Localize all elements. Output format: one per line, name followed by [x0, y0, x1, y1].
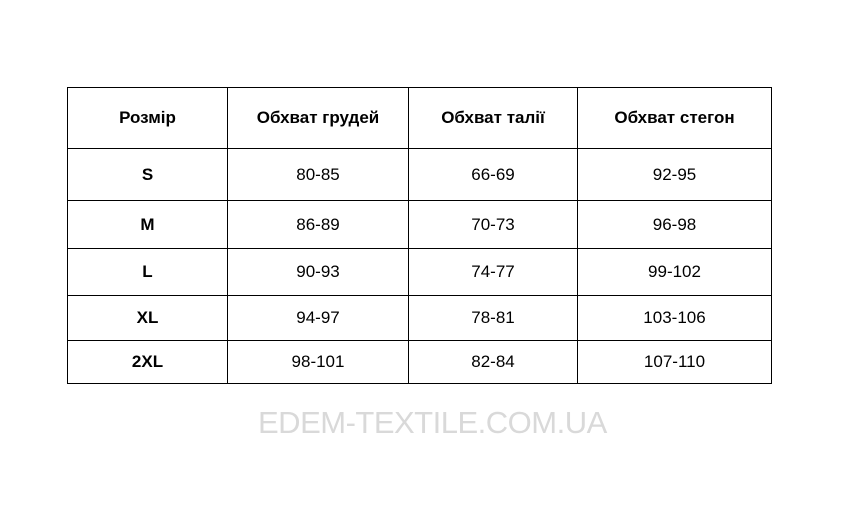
cell-hips: 107-110	[577, 340, 772, 384]
cell-chest: 94-97	[227, 295, 409, 341]
cell-waist: 74-77	[408, 248, 578, 296]
cell-waist: 78-81	[408, 295, 578, 341]
cell-waist: 82-84	[408, 340, 578, 384]
table-row: S 80-85 66-69 92-95	[67, 148, 772, 201]
cell-size: XL	[67, 295, 228, 341]
cell-hips: 96-98	[577, 200, 772, 249]
cell-waist: 66-69	[408, 148, 578, 201]
size-chart-table: Розмір Обхват грудей Обхват талії Обхват…	[67, 87, 772, 384]
table-header-row: Розмір Обхват грудей Обхват талії Обхват…	[67, 87, 772, 149]
cell-chest: 98-101	[227, 340, 409, 384]
cell-size: S	[67, 148, 228, 201]
table-row: 2XL 98-101 82-84 107-110	[67, 340, 772, 384]
table-row: XL 94-97 78-81 103-106	[67, 295, 772, 341]
cell-hips: 99-102	[577, 248, 772, 296]
cell-waist: 70-73	[408, 200, 578, 249]
header-chest: Обхват грудей	[227, 87, 409, 149]
cell-chest: 90-93	[227, 248, 409, 296]
cell-hips: 92-95	[577, 148, 772, 201]
cell-size: 2XL	[67, 340, 228, 384]
header-hips: Обхват стегон	[577, 87, 772, 149]
cell-size: L	[67, 248, 228, 296]
cell-size: M	[67, 200, 228, 249]
cell-chest: 80-85	[227, 148, 409, 201]
cell-hips: 103-106	[577, 295, 772, 341]
cell-chest: 86-89	[227, 200, 409, 249]
table-row: L 90-93 74-77 99-102	[67, 248, 772, 296]
table-row: M 86-89 70-73 96-98	[67, 200, 772, 249]
header-waist: Обхват талії	[408, 87, 578, 149]
watermark: EDEM-TEXTILE.COM.UA	[258, 405, 607, 440]
header-size: Розмір	[67, 87, 228, 149]
